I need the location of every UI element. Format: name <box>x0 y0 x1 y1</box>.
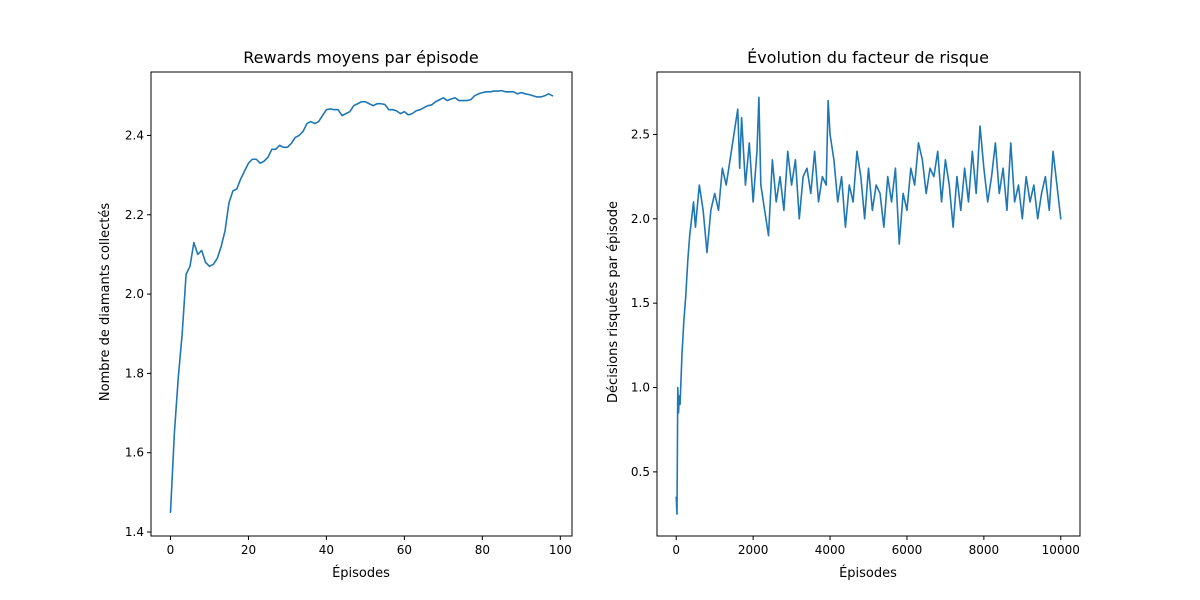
right-x-tick-label: 10000 <box>1042 543 1080 557</box>
left-x-tick-label: 100 <box>549 543 572 557</box>
right-x-tick-label: 8000 <box>969 543 1000 557</box>
right-chart-title: Évolution du facteur de risque <box>747 48 989 67</box>
left-x-tick-label: 60 <box>397 543 412 557</box>
left-y-tick-label: 2.0 <box>125 287 144 301</box>
left-x-tick-label: 80 <box>475 543 490 557</box>
left-y-tick-label: 1.6 <box>125 446 144 460</box>
right-x-tick-label: 4000 <box>815 543 846 557</box>
left-x-tick-label: 0 <box>167 543 175 557</box>
left-series-line <box>169 89 554 514</box>
left-y-axis-label: Nombre de diamants collectés <box>98 203 113 401</box>
right-y-tick-label: 1.5 <box>631 296 650 310</box>
right-plot-frame <box>656 71 1081 537</box>
left-y-tick-label: 1.8 <box>125 366 144 380</box>
right-y-tick-label: 2.5 <box>631 127 650 141</box>
left-y-tick-label: 2.2 <box>125 208 144 222</box>
right-y-tick-label: 0.5 <box>631 465 650 479</box>
right-x-tick-label: 6000 <box>892 543 923 557</box>
right-chart-panel: Évolution du facteur de risque Épisodes … <box>606 48 1081 581</box>
right-x-tick-label: 2000 <box>738 543 769 557</box>
left-x-tick-label: 40 <box>319 543 334 557</box>
right-y-tick-label: 1.0 <box>631 381 650 395</box>
left-y-tick-label: 1.4 <box>125 525 144 539</box>
left-x-tick-label: 20 <box>241 543 256 557</box>
right-x-axis-label: Épisodes <box>839 565 897 581</box>
left-y-tick-label: 2.4 <box>125 128 144 142</box>
left-x-axis-label: Épisodes <box>332 565 390 581</box>
left-chart-panel: Rewards moyens par épisode Épisodes Nomb… <box>98 48 573 581</box>
left-plot-frame <box>150 71 573 537</box>
right-x-tick-label: 0 <box>672 543 680 557</box>
right-series-line <box>675 96 1062 515</box>
right-y-tick-label: 2.0 <box>631 212 650 226</box>
right-y-axis-label: Décisions risquées par épisode <box>606 201 621 403</box>
left-chart-title: Rewards moyens par épisode <box>243 48 478 67</box>
